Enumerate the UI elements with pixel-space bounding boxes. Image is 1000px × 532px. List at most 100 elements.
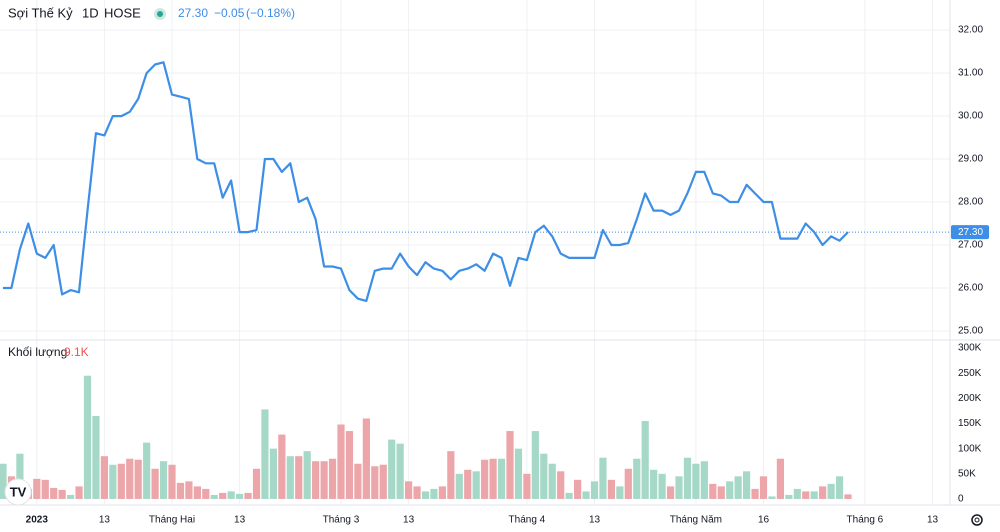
volume-bar bbox=[793, 488, 801, 499]
x-tick-label: Tháng Năm bbox=[670, 515, 722, 526]
volume-bar bbox=[33, 478, 41, 499]
volume-bar bbox=[67, 494, 75, 499]
settings-icon[interactable] bbox=[971, 514, 983, 526]
volume-bar bbox=[455, 473, 463, 499]
volume-bar bbox=[100, 456, 108, 499]
volume-bar bbox=[185, 481, 193, 499]
volume-bar bbox=[481, 459, 489, 499]
y-tick-label: 26.00 bbox=[958, 283, 983, 294]
volume-bar bbox=[768, 496, 776, 499]
volume-bar bbox=[337, 424, 345, 499]
x-tick-label: 13 bbox=[99, 515, 111, 526]
last-price-label: 27.30 bbox=[958, 227, 983, 238]
logo-text: TV bbox=[10, 484, 27, 499]
volume-bar bbox=[607, 479, 615, 499]
volume-bar bbox=[413, 486, 421, 499]
y-tick-label: 50K bbox=[958, 468, 976, 479]
x-tick-label: 13 bbox=[927, 515, 939, 526]
volume-bar bbox=[278, 434, 286, 499]
exchange: HOSE bbox=[104, 5, 141, 20]
volume-bar bbox=[202, 488, 210, 499]
price-line bbox=[3, 61, 849, 302]
x-tick-label: Tháng 6 bbox=[847, 515, 884, 526]
volume-bar bbox=[83, 375, 92, 499]
volume-bar bbox=[92, 415, 100, 499]
volume-bar bbox=[303, 451, 311, 499]
status-dot bbox=[157, 11, 163, 17]
volume-bar bbox=[58, 489, 66, 499]
volume-bar bbox=[227, 491, 235, 499]
volume-bar bbox=[666, 486, 675, 499]
volume-bar bbox=[599, 457, 607, 499]
volume-bar bbox=[75, 486, 83, 499]
x-tick-label: Tháng 3 bbox=[323, 515, 360, 526]
volume-bar bbox=[590, 481, 599, 499]
volume-bar bbox=[312, 461, 320, 499]
y-tick-label: 29.00 bbox=[958, 154, 983, 165]
volume-bar bbox=[421, 491, 430, 499]
volume-bar bbox=[650, 469, 658, 499]
volume-bar bbox=[126, 458, 134, 499]
volume-bar bbox=[388, 439, 396, 499]
volume-bar bbox=[159, 461, 168, 499]
volume-bar bbox=[176, 482, 185, 499]
volume-bar bbox=[709, 483, 717, 499]
volume-bar bbox=[405, 481, 413, 499]
volume-last: 9.1K bbox=[64, 345, 89, 359]
volume-bar bbox=[540, 453, 548, 499]
volume-bar bbox=[565, 492, 573, 499]
y-tick-label: 0 bbox=[958, 494, 964, 505]
x-tick-label: 13 bbox=[589, 515, 601, 526]
volume-bar bbox=[438, 486, 446, 499]
y-tick-label: 300K bbox=[958, 343, 982, 354]
y-tick-label: 27.00 bbox=[958, 240, 983, 251]
x-tick-label: 2023 bbox=[26, 515, 49, 526]
volume-bar bbox=[835, 476, 844, 499]
y-tick-label: 150K bbox=[958, 418, 982, 429]
volume-bar bbox=[0, 463, 7, 499]
y-tick-label: 250K bbox=[958, 368, 982, 379]
volume-bar bbox=[219, 492, 227, 499]
volume-bar bbox=[810, 491, 818, 499]
volume-bar bbox=[683, 457, 692, 499]
volume-bar bbox=[658, 473, 666, 499]
volume-bar bbox=[269, 448, 277, 499]
y-tick-label: 31.00 bbox=[958, 68, 983, 79]
volume-bar bbox=[109, 464, 117, 499]
volume-bar bbox=[827, 483, 835, 499]
volume-bar bbox=[489, 458, 497, 499]
volume-bar bbox=[641, 420, 649, 499]
volume-bar bbox=[616, 486, 624, 499]
volume-bar bbox=[345, 431, 354, 499]
volume-bar bbox=[168, 464, 176, 499]
volume-bar bbox=[328, 458, 337, 499]
last-price: 27.30 bbox=[178, 6, 208, 20]
y-tick-label: 25.00 bbox=[958, 326, 983, 337]
interval: 1D bbox=[82, 5, 99, 20]
volume-bar bbox=[802, 491, 810, 499]
volume-bar bbox=[497, 458, 506, 499]
volume-bar bbox=[574, 479, 582, 499]
volume-bar bbox=[41, 479, 49, 499]
volume-bar bbox=[844, 494, 852, 499]
volume-bar bbox=[582, 491, 590, 499]
volume-bar bbox=[117, 463, 125, 499]
volume-bar bbox=[193, 486, 201, 499]
volume-bar bbox=[734, 476, 742, 499]
volume-bar bbox=[751, 488, 759, 499]
x-tick-label: Tháng Hai bbox=[149, 515, 195, 526]
volume-bar bbox=[379, 464, 387, 499]
volume-bar bbox=[210, 494, 218, 499]
volume-bar bbox=[726, 481, 734, 499]
y-tick-label: 100K bbox=[958, 443, 982, 454]
volume-bar bbox=[464, 469, 472, 499]
change-percent: (−0.18%) bbox=[246, 6, 295, 20]
last-price-box bbox=[951, 225, 989, 240]
volume-bar bbox=[244, 492, 252, 499]
change: −0.05 bbox=[214, 6, 245, 20]
symbol: Sợi Thế Kỷ bbox=[8, 5, 73, 20]
volume-bar bbox=[514, 448, 523, 499]
volume-bar bbox=[717, 486, 725, 499]
volume-bar bbox=[743, 471, 751, 499]
volume-bar bbox=[523, 473, 531, 499]
